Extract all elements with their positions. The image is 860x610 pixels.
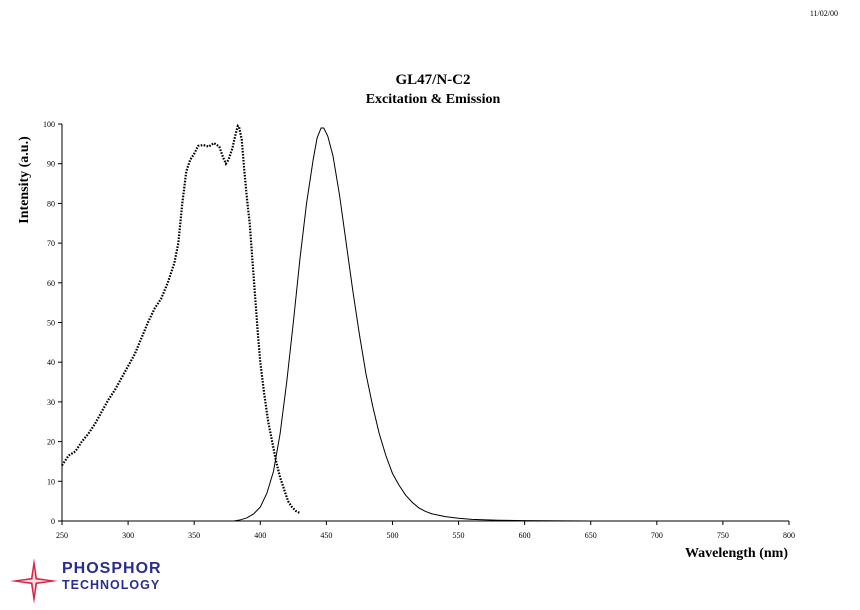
x-tick-label: 550 (453, 531, 465, 540)
y-tick-label: 70 (47, 239, 55, 248)
brand-name-line1: PHOSPHOR (62, 560, 162, 577)
x-tick-label: 400 (254, 531, 266, 540)
excitation-series-line (61, 123, 301, 515)
y-tick-label: 80 (47, 199, 55, 208)
x-tick-label: 350 (188, 531, 200, 540)
x-tick-label: 700 (651, 531, 663, 540)
brand-name-line2: TECHNOLOGY (62, 578, 161, 592)
y-tick-label: 0 (51, 517, 55, 526)
y-axis-label: Intensity (a.u.) (17, 136, 32, 224)
x-tick-label: 800 (783, 531, 795, 540)
x-tick-label: 300 (122, 531, 134, 540)
series-lines (61, 123, 591, 522)
date-stamp: 11/02/00 (809, 9, 838, 18)
y-tick-label: 20 (47, 438, 55, 447)
star-logo-icon (10, 558, 58, 604)
x-tick-label: 750 (717, 531, 729, 540)
y-tick-label: 100 (43, 120, 55, 129)
y-tick-label: 60 (47, 279, 55, 288)
emission-series-line (233, 127, 591, 522)
x-tick-label: 450 (320, 531, 332, 540)
x-tick-label: 650 (585, 531, 597, 540)
chart-subtitle: Excitation & Emission (365, 92, 501, 107)
ticks: 0 10 20 30 40 50 60 70 80 90 100 250 300 350 400 450 500… (43, 120, 795, 540)
x-tick-label: 600 (519, 531, 531, 540)
chart-title-block: GL47/N-C2 Excitation & Emission (260, 70, 606, 110)
x-tick-label: 500 (386, 531, 398, 540)
axes (61, 124, 789, 522)
chart-title: GL47/N-C2 (395, 72, 471, 88)
company-logo: PHOSPHOR TECHNOLOGY (4, 556, 194, 606)
y-tick-label: 50 (47, 319, 55, 328)
y-tick-label: 40 (47, 358, 55, 367)
x-axis-label: Wavelength (nm) (685, 546, 788, 561)
y-tick-label: 90 (47, 160, 55, 169)
x-tick-label: 250 (56, 531, 68, 540)
y-tick-label: 10 (47, 477, 55, 486)
y-tick-label: 30 (47, 398, 55, 407)
